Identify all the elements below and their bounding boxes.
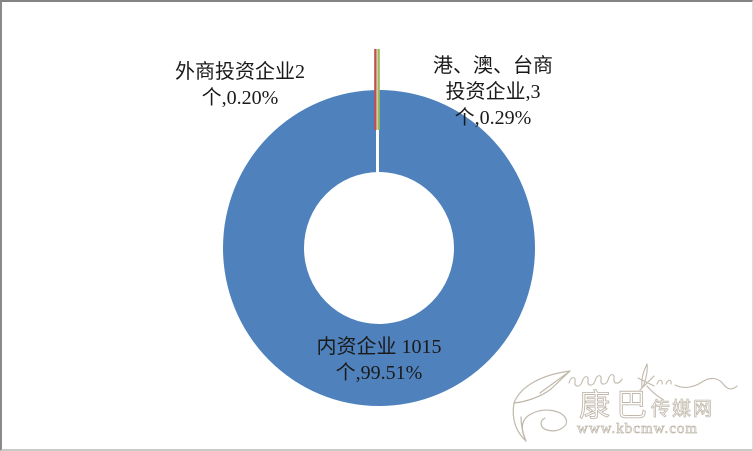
watermark-logo-icon [512, 370, 571, 442]
watermark-brand-small: 传媒网 [651, 398, 714, 420]
data-label-foreign: 外商投资企业2 个,0.20% [175, 59, 305, 111]
slice-domestic [223, 90, 535, 406]
watermark-brand: 康巴 传媒网 www.kbcmw.com [577, 388, 714, 438]
slice-gap [376, 89, 379, 173]
slice-hmt [374, 49, 377, 130]
data-label-domestic: 内资企业 1015 个,99.51% [317, 334, 442, 386]
data-label-foreign-line2: 个,0.20% [201, 87, 279, 109]
data-label-domestic-line2: 个,99.51% [335, 362, 423, 384]
data-label-hmt: 港、澳、台商 投资企业,3 个,0.29% [433, 53, 553, 131]
watermark-url: www.kbcmw.com [577, 421, 698, 437]
slice-foreign [377, 49, 380, 130]
watermark-brand-large: 康巴 [579, 388, 653, 423]
watermark-flourish-icon [568, 363, 738, 400]
data-label-hmt-line2: 投资企业,3 [445, 81, 541, 103]
data-label-hmt-line1: 港、澳、台商 [433, 55, 553, 77]
data-label-hmt-line3: 个,0.29% [454, 107, 532, 129]
data-label-foreign-line1: 外商投资企业2 [175, 61, 305, 83]
data-label-domestic-line1: 内资企业 1015 [316, 336, 442, 358]
